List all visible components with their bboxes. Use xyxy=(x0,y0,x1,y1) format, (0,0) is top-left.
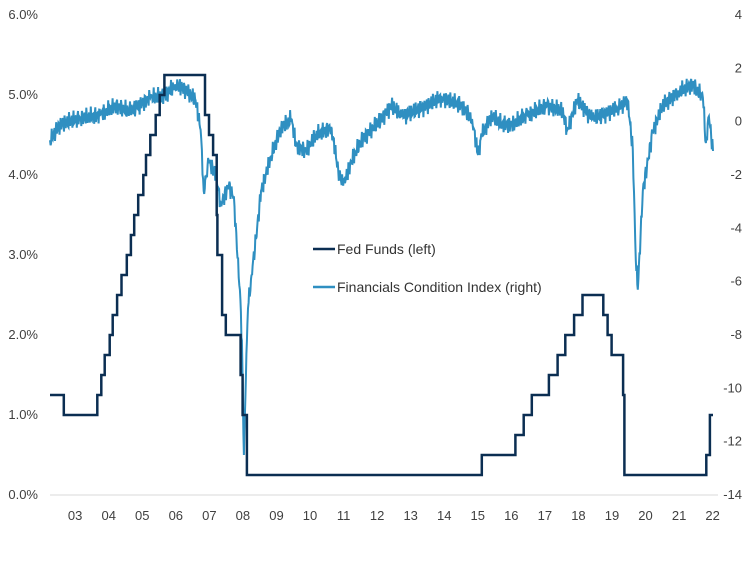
series-layer xyxy=(49,73,714,477)
right-tick-label: -10 xyxy=(723,380,742,395)
x-tick-label: 05 xyxy=(135,508,149,523)
right-tick-label: -8 xyxy=(730,327,742,342)
left-tick-label: 3.0% xyxy=(8,247,38,262)
right-tick-label: -2 xyxy=(730,167,742,182)
legend-item-fci: Financials Condition Index (right) xyxy=(313,279,542,295)
left-tick-label: 2.0% xyxy=(8,327,38,342)
x-tick-label: 06 xyxy=(169,508,183,523)
legend-label-fed-funds: Fed Funds (left) xyxy=(337,241,436,257)
x-tick-label: 03 xyxy=(68,508,82,523)
right-tick-label: 2 xyxy=(735,60,742,75)
x-tick-label: 13 xyxy=(403,508,417,523)
left-tick-label: 1.0% xyxy=(8,407,38,422)
x-tick-label: 15 xyxy=(471,508,485,523)
x-tick-label: 04 xyxy=(101,508,115,523)
legend: Fed Funds (left) Financials Condition In… xyxy=(313,241,542,295)
x-tick-label: 22 xyxy=(705,508,719,523)
x-tick-label: 16 xyxy=(504,508,518,523)
series-line-fed-funds xyxy=(50,73,713,477)
x-tick-label: 14 xyxy=(437,508,451,523)
x-tick-label: 21 xyxy=(672,508,686,523)
legend-item-fed-funds: Fed Funds (left) xyxy=(313,241,436,257)
x-tick-label: 17 xyxy=(538,508,552,523)
x-tick-label: 07 xyxy=(202,508,216,523)
right-tick-label: 0 xyxy=(735,114,742,129)
right-tick-label: -6 xyxy=(730,274,742,289)
x-tick-label: 19 xyxy=(605,508,619,523)
right-tick-label: -4 xyxy=(730,220,742,235)
x-tick-label: 18 xyxy=(571,508,585,523)
right-tick-label: -14 xyxy=(723,487,742,502)
x-tick-label: 20 xyxy=(638,508,652,523)
x-tick-label: 12 xyxy=(370,508,384,523)
left-tick-label: 6.0% xyxy=(8,7,38,22)
left-axis: 0.0% 1.0% 2.0% 3.0% 4.0% 5.0% 6.0% xyxy=(8,7,38,502)
left-tick-label: 5.0% xyxy=(8,87,38,102)
x-axis: 03 04 05 06 07 08 09 10 11 12 13 14 15 16 17 18 19 20 21 22 xyxy=(68,508,720,523)
legend-label-fci: Financials Condition Index (right) xyxy=(337,279,542,295)
right-axis: -14 -12 -10 -8 -6 -4 -2 0 2 4 xyxy=(723,7,742,502)
right-tick-label: 4 xyxy=(735,7,742,22)
x-tick-label: 08 xyxy=(236,508,250,523)
x-tick-label: 10 xyxy=(303,508,317,523)
right-tick-label: -12 xyxy=(723,434,742,449)
left-tick-label: 0.0% xyxy=(8,487,38,502)
x-tick-label: 11 xyxy=(337,508,351,523)
x-tick-label: 09 xyxy=(269,508,283,523)
left-tick-label: 4.0% xyxy=(8,167,38,182)
